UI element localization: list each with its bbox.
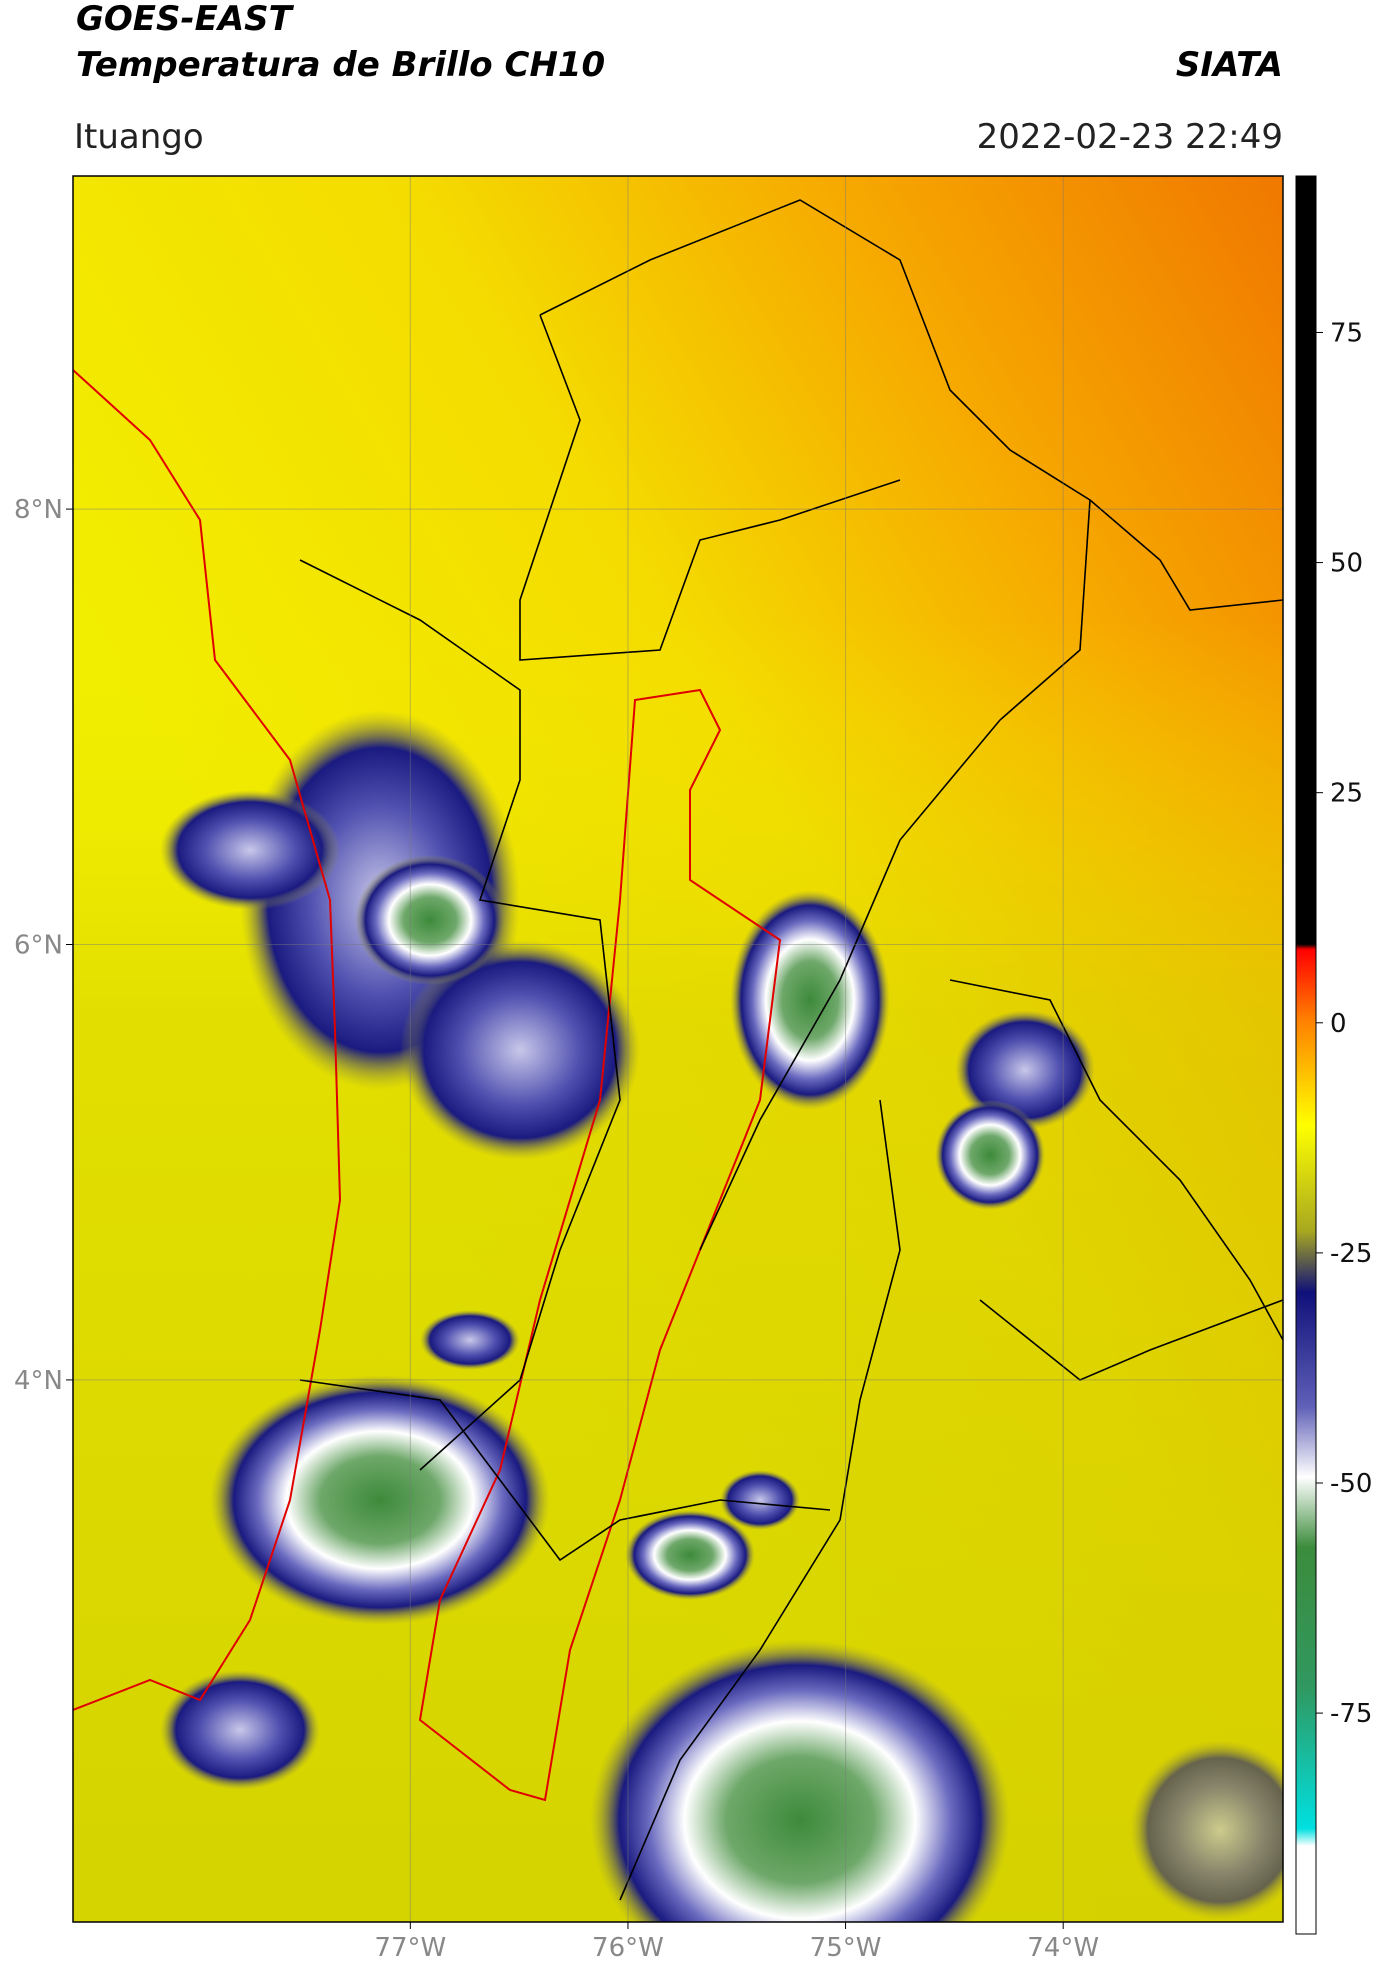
colorbar-tick-label: 0 xyxy=(1330,1009,1347,1039)
lon-tick-label: 76°W xyxy=(592,1933,664,1963)
lat-tick-label: 4°N xyxy=(14,1366,63,1396)
lon-tick-label: 74°W xyxy=(1027,1933,1099,1963)
colorbar-tick-label: 25 xyxy=(1330,779,1363,809)
colorbar-tick-label: 75 xyxy=(1330,318,1363,348)
colorbar xyxy=(1295,175,1317,1935)
location: Ituango xyxy=(74,117,204,157)
satellite-image xyxy=(73,176,1283,1922)
lon-tick-label: 77°W xyxy=(374,1933,446,1963)
source: SIATA xyxy=(1176,45,1283,85)
datetime: 2022-02-23 22:49 xyxy=(977,117,1283,157)
colorbar-tick-label: -50 xyxy=(1330,1469,1372,1499)
lon-tick-label: 75°W xyxy=(810,1933,882,1963)
colorbar-tick-label: -25 xyxy=(1330,1239,1372,1269)
title-line1: GOES-EAST xyxy=(76,0,295,39)
map-frame xyxy=(72,175,1284,1923)
lat-tick-label: 6°N xyxy=(14,931,63,961)
lat-tick-label: 8°N xyxy=(14,495,63,525)
colorbar-tick-label: 50 xyxy=(1330,549,1363,579)
colorbar-tick-label: -75 xyxy=(1330,1699,1372,1729)
title-line2: Temperatura de Brillo CH10 xyxy=(76,45,605,85)
